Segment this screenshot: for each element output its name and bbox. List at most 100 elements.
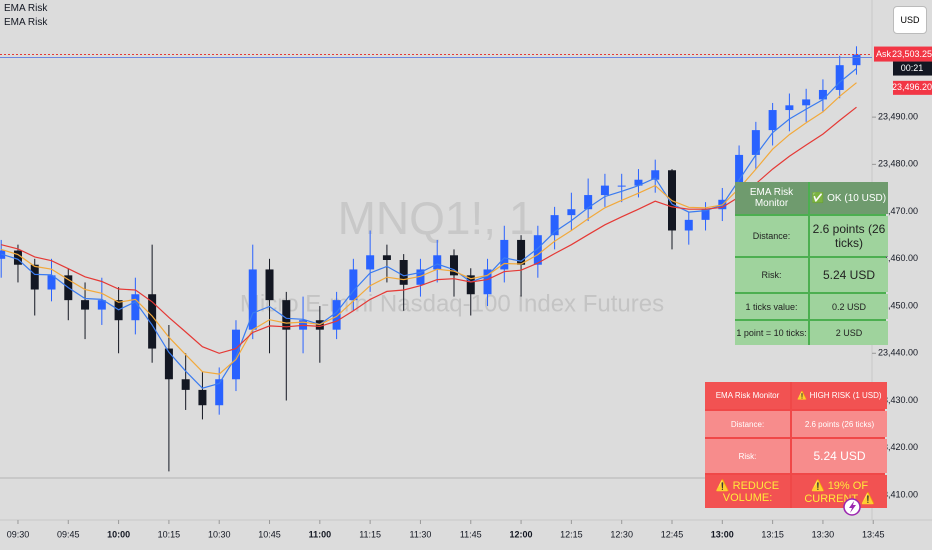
ask-price-bg xyxy=(893,46,932,62)
candle-body xyxy=(634,179,643,186)
candle-body xyxy=(785,105,794,111)
candle-body xyxy=(282,300,291,330)
x-tick-label: 11:30 xyxy=(410,529,432,539)
candle-body xyxy=(148,294,157,349)
x-tick-label: 09:45 xyxy=(57,529,80,539)
candle-body xyxy=(248,269,257,330)
watermark-name: Micro E-mini Nasdaq-100 Index Futures xyxy=(240,290,664,317)
plot xyxy=(0,46,861,472)
candle-body xyxy=(265,269,274,301)
ask-tag: Ask xyxy=(876,49,892,59)
table-cell: ⚠️ REDUCE VOLUME: xyxy=(705,475,790,508)
candle-body xyxy=(433,255,442,270)
candle-body xyxy=(30,264,39,290)
watermark-symbol: MNQ1!, 1 xyxy=(338,192,535,244)
table-cell: ⚠️ HIGH RISK (1 USD) xyxy=(792,382,887,409)
table-cell: 5.24 USD xyxy=(792,439,887,473)
candle-body xyxy=(533,235,542,265)
y-tick-label: 23,460.00 xyxy=(878,253,918,263)
x-tick-label: 11:45 xyxy=(460,529,482,539)
countdown-bg xyxy=(893,61,932,76)
candle-body xyxy=(617,185,626,187)
x-tick-label: 12:00 xyxy=(510,529,533,539)
x-tick-label: 11:15 xyxy=(359,529,381,539)
candle-body xyxy=(835,65,844,90)
candle-body xyxy=(231,329,240,380)
y-tick-label: 23,410.00 xyxy=(878,489,918,499)
x-tick-label: 10:15 xyxy=(158,529,181,539)
candle-body xyxy=(517,239,526,265)
candle-body xyxy=(198,389,207,406)
table-cell: 2.6 points (26 ticks) xyxy=(810,216,888,256)
table-cell: 2.6 points (26 ticks) xyxy=(792,411,887,437)
y-tick-label: 23,430.00 xyxy=(878,395,918,405)
x-tick-label: 10:00 xyxy=(107,529,130,539)
candle-body xyxy=(500,239,509,270)
ema-line xyxy=(1,82,857,375)
table-cell: EMA Risk Monitor xyxy=(735,182,808,214)
table-cell: 2 USD xyxy=(810,321,888,345)
candle-body xyxy=(483,269,492,295)
candle-body xyxy=(181,379,190,390)
risk-table-ok: EMA Risk Monitor ✅ OK (10 USD) Distance: 2.… xyxy=(735,182,888,345)
candle-body xyxy=(332,300,341,330)
table-cell: 1 point = 10 ticks: xyxy=(735,321,808,345)
risk-table-high: EMA Risk Monitor ⚠️ HIGH RISK (1 USD) Dist… xyxy=(705,382,887,508)
table-cell: 1 ticks value: xyxy=(735,294,808,319)
candle-body xyxy=(81,300,90,310)
table-cell: 5.24 USD xyxy=(810,258,888,292)
x-tick-label: 13:45 xyxy=(862,529,885,539)
table-cell: Distance: xyxy=(705,411,790,437)
candle-body xyxy=(751,130,760,155)
candle-body xyxy=(366,255,375,270)
candle-body xyxy=(701,209,710,220)
candle-body xyxy=(399,260,408,285)
candle-body xyxy=(852,54,861,66)
y-tick-label: 23,440.00 xyxy=(878,348,918,358)
bid-price-bg xyxy=(893,80,932,95)
candle-body xyxy=(382,255,391,260)
candle-body xyxy=(449,255,458,276)
candle-body xyxy=(131,294,140,321)
indicator-label: EMA Risk xyxy=(4,17,48,28)
y-tick-label: 23,470.00 xyxy=(878,206,918,216)
candle-body xyxy=(584,195,593,210)
ema-line xyxy=(1,106,857,354)
indicator-label: EMA Risk xyxy=(4,3,48,14)
candle-body xyxy=(550,215,559,236)
x-tick-label: 09:30 xyxy=(7,529,30,539)
x-tick-label: 12:45 xyxy=(661,529,684,539)
candle-body xyxy=(215,379,224,406)
y-tick-label: 23,490.00 xyxy=(878,112,918,122)
candle-body xyxy=(768,110,777,131)
candle-body xyxy=(802,99,811,106)
table-cell: EMA Risk Monitor xyxy=(705,382,790,409)
candle-body xyxy=(818,89,827,100)
candle-body xyxy=(47,275,56,290)
candle-body xyxy=(416,269,425,285)
table-cell: Risk: xyxy=(735,258,808,292)
x-tick-label: 12:30 xyxy=(610,529,633,539)
x-tick-label: 10:45 xyxy=(258,529,281,539)
candle-body xyxy=(735,154,744,200)
table-cell: Distance: xyxy=(735,216,808,256)
candle-body xyxy=(164,348,173,380)
candle-body xyxy=(349,269,358,301)
candle-body xyxy=(466,275,475,295)
candle-body xyxy=(651,170,660,180)
candle-body xyxy=(600,185,609,196)
table-cell: ⚠️ 19% OF CURRENT ⚠️ xyxy=(792,475,887,508)
y-tick-label: 23,420.00 xyxy=(878,442,918,452)
table-cell: Risk: xyxy=(705,439,790,473)
x-tick-label: 13:00 xyxy=(711,529,734,539)
y-tick-label: 23,450.00 xyxy=(878,300,918,310)
x-tick-label: 12:15 xyxy=(560,529,583,539)
x-tick-label: 13:30 xyxy=(812,529,835,539)
ask-price: 23,503.25 xyxy=(892,49,932,59)
x-tick-label: 11:00 xyxy=(309,529,332,539)
bid-price: 23,496.20 xyxy=(892,82,932,92)
candle-body xyxy=(97,300,106,310)
currency-button[interactable]: USD xyxy=(893,6,927,34)
